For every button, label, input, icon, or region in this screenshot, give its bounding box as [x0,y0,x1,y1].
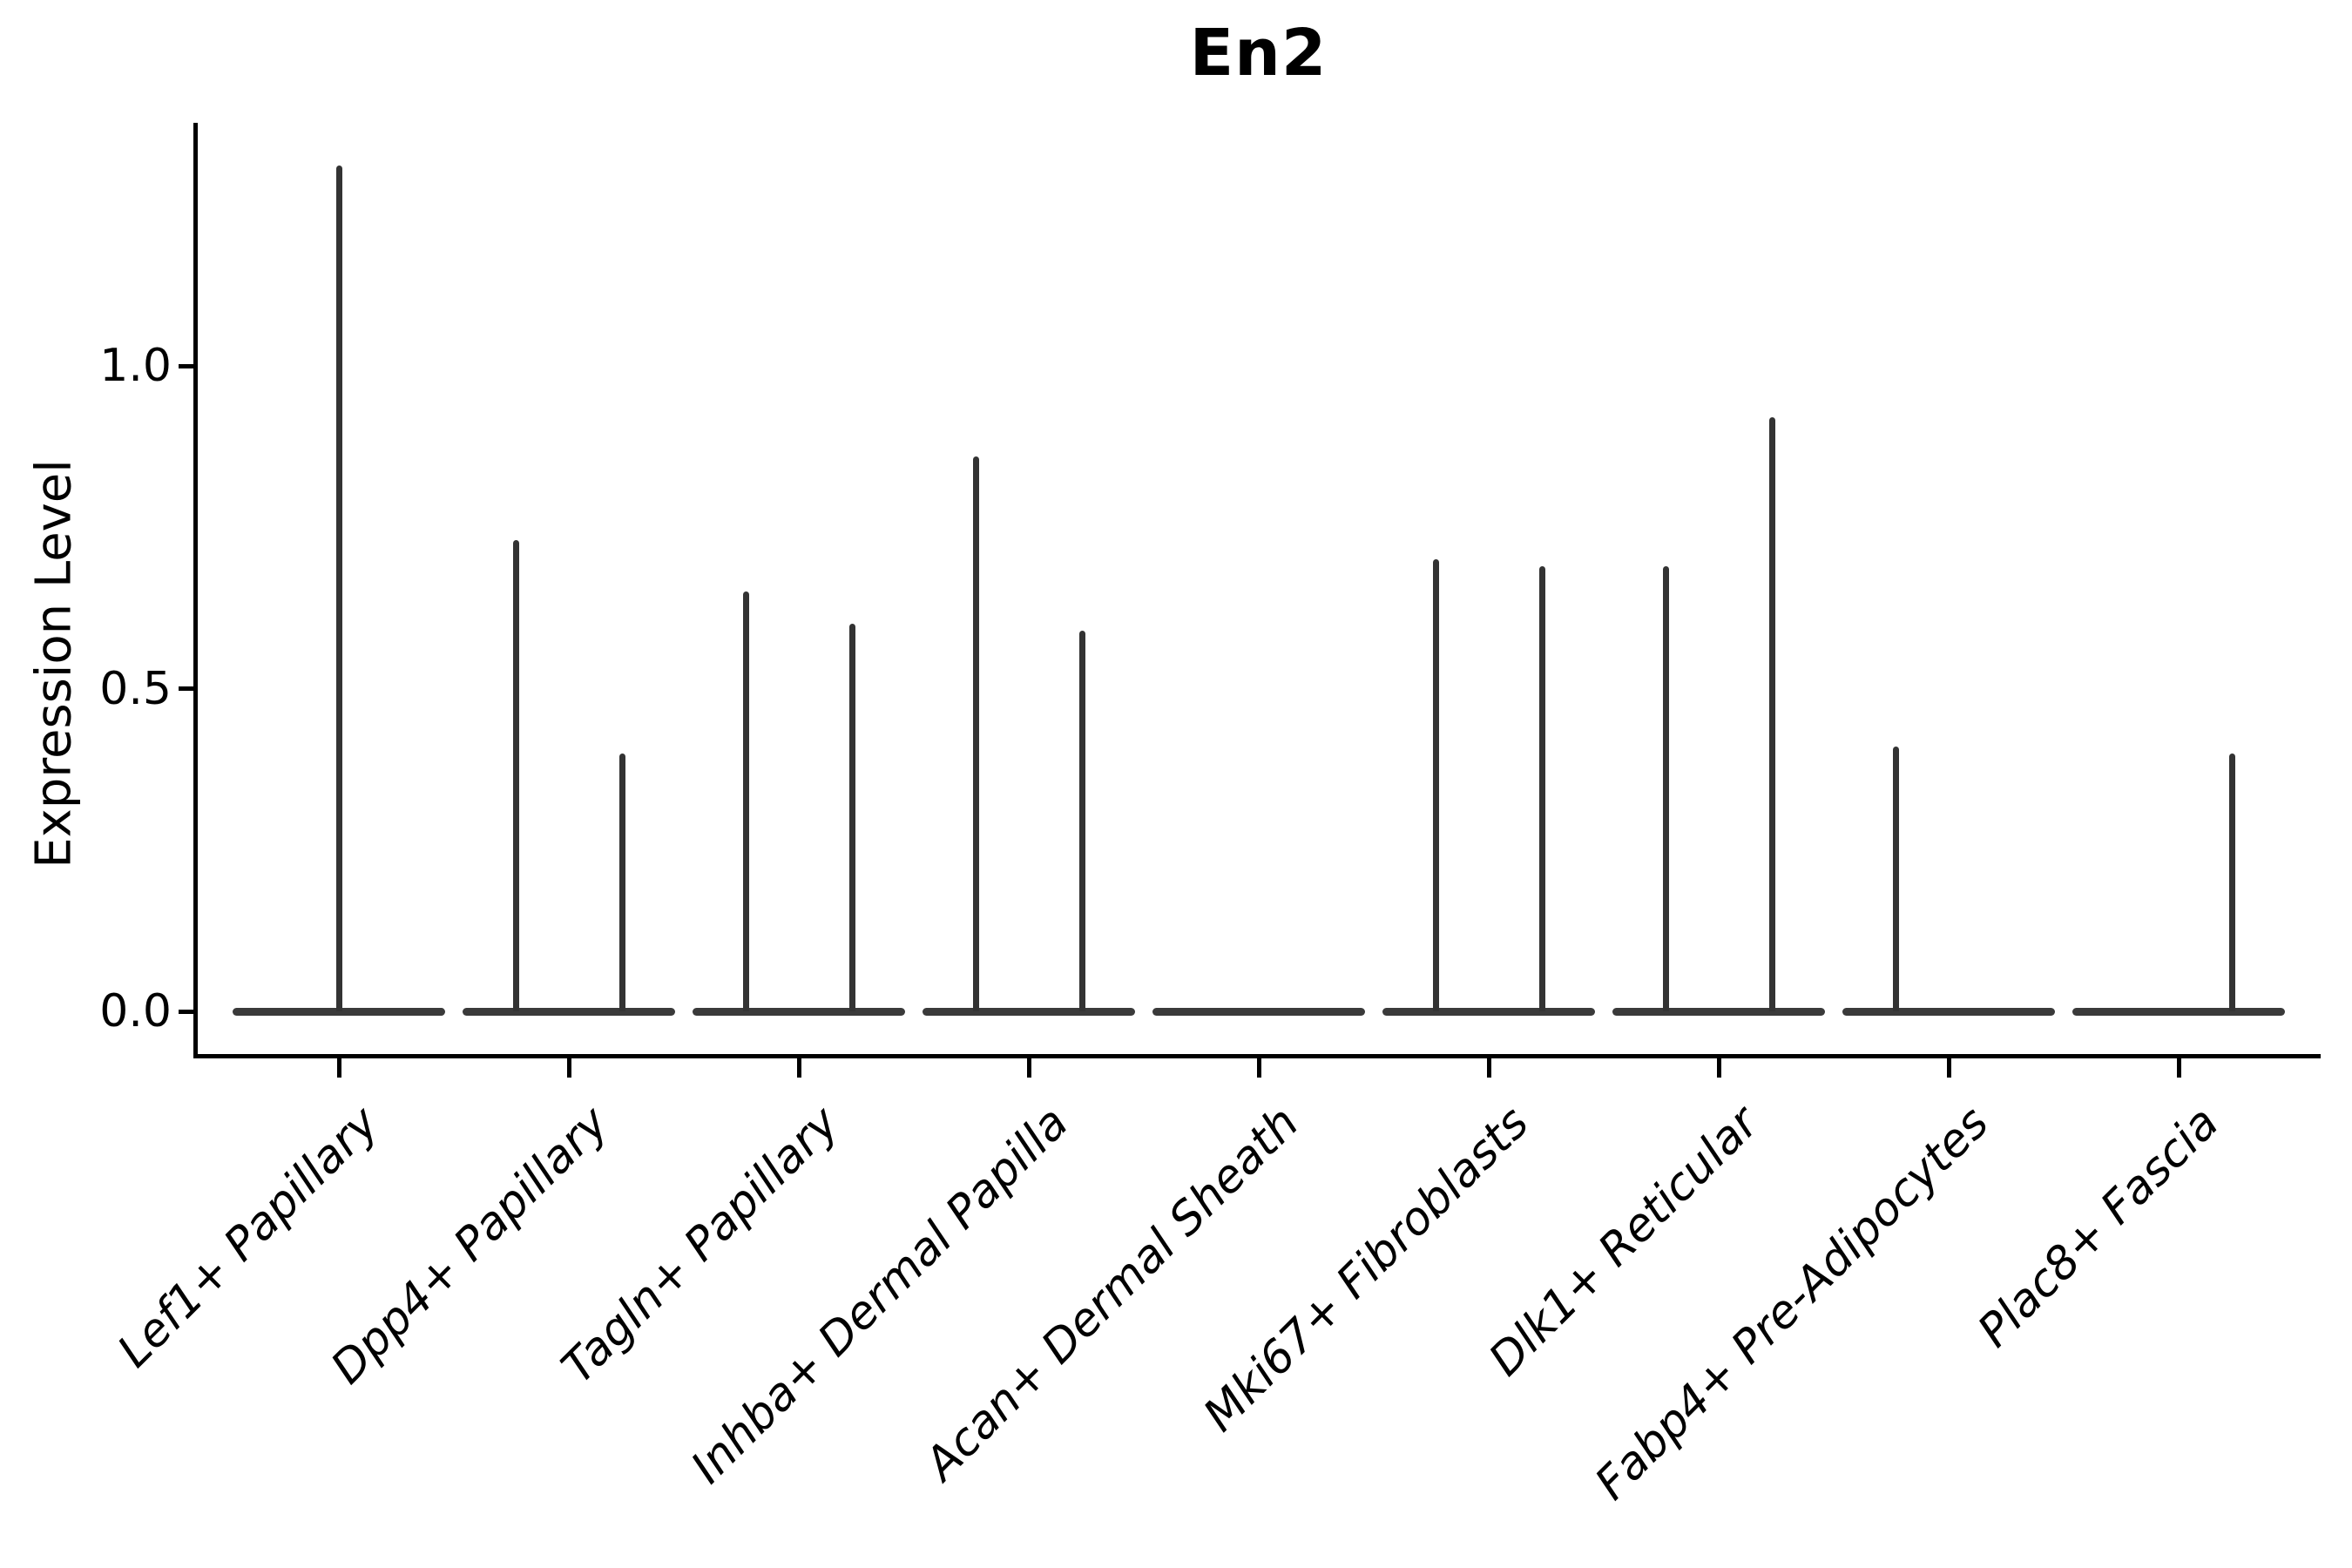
plot-area: 0.0 0.5 1.0 Lef1+ Papillary Dpp4+ Papillary T… [99,123,2321,1511]
violin-spike [742,591,749,1011]
x-tick-label: Fabp4+ Pre-Adipocytes [1585,1097,1999,1511]
x-tick-label: Plac8+ Fascia [1968,1097,2229,1358]
violin-spike [1538,565,1545,1011]
y-tick [179,686,193,691]
x-tick [336,1058,341,1078]
violin-baseline [1612,1007,1825,1016]
violin-spike [1662,565,1669,1011]
violin-baseline [2072,1007,2285,1016]
violin-baseline [693,1007,905,1016]
x-tick [1486,1058,1491,1078]
violin-spike [1432,559,1439,1011]
y-tick-label: 1.0 [99,340,172,392]
violin-spike [618,753,625,1011]
x-tick [2176,1058,2181,1078]
y-tick-label: 0.0 [99,985,172,1037]
x-tick-label: Inhba+ Dermal Papilla [681,1097,1079,1494]
violin-baseline [463,1007,675,1016]
y-tick [179,1009,193,1014]
violin-spike [512,540,519,1011]
x-axis-spine [193,1054,2321,1058]
chart-title: En2 [1189,16,1328,91]
x-tick-label: Acan+ Dermal Sheath [915,1097,1309,1490]
violin-spike [1768,417,1775,1011]
y-axis-spine [193,123,198,1058]
y-tick-label: 0.5 [99,662,172,715]
x-tick [1026,1058,1031,1078]
violin-baseline [923,1007,1135,1016]
violin-spike [848,624,855,1011]
x-tick [566,1058,571,1078]
violin-spike [2228,753,2235,1011]
x-tick [1716,1058,1721,1078]
violin-spike [1892,747,1899,1011]
violin-spike [972,456,979,1011]
violin-baseline [1152,1007,1365,1016]
x-tick [1946,1058,1951,1078]
y-tick [179,363,193,368]
y-axis-label: Expression Level [25,459,83,868]
x-tick [1256,1058,1261,1078]
x-tick [796,1058,801,1078]
violin-baseline [1382,1007,1595,1016]
violin-baseline [1842,1007,2055,1016]
violin-spike [1078,630,1085,1011]
violin-baseline [233,1007,445,1016]
violin-spike [335,166,342,1011]
